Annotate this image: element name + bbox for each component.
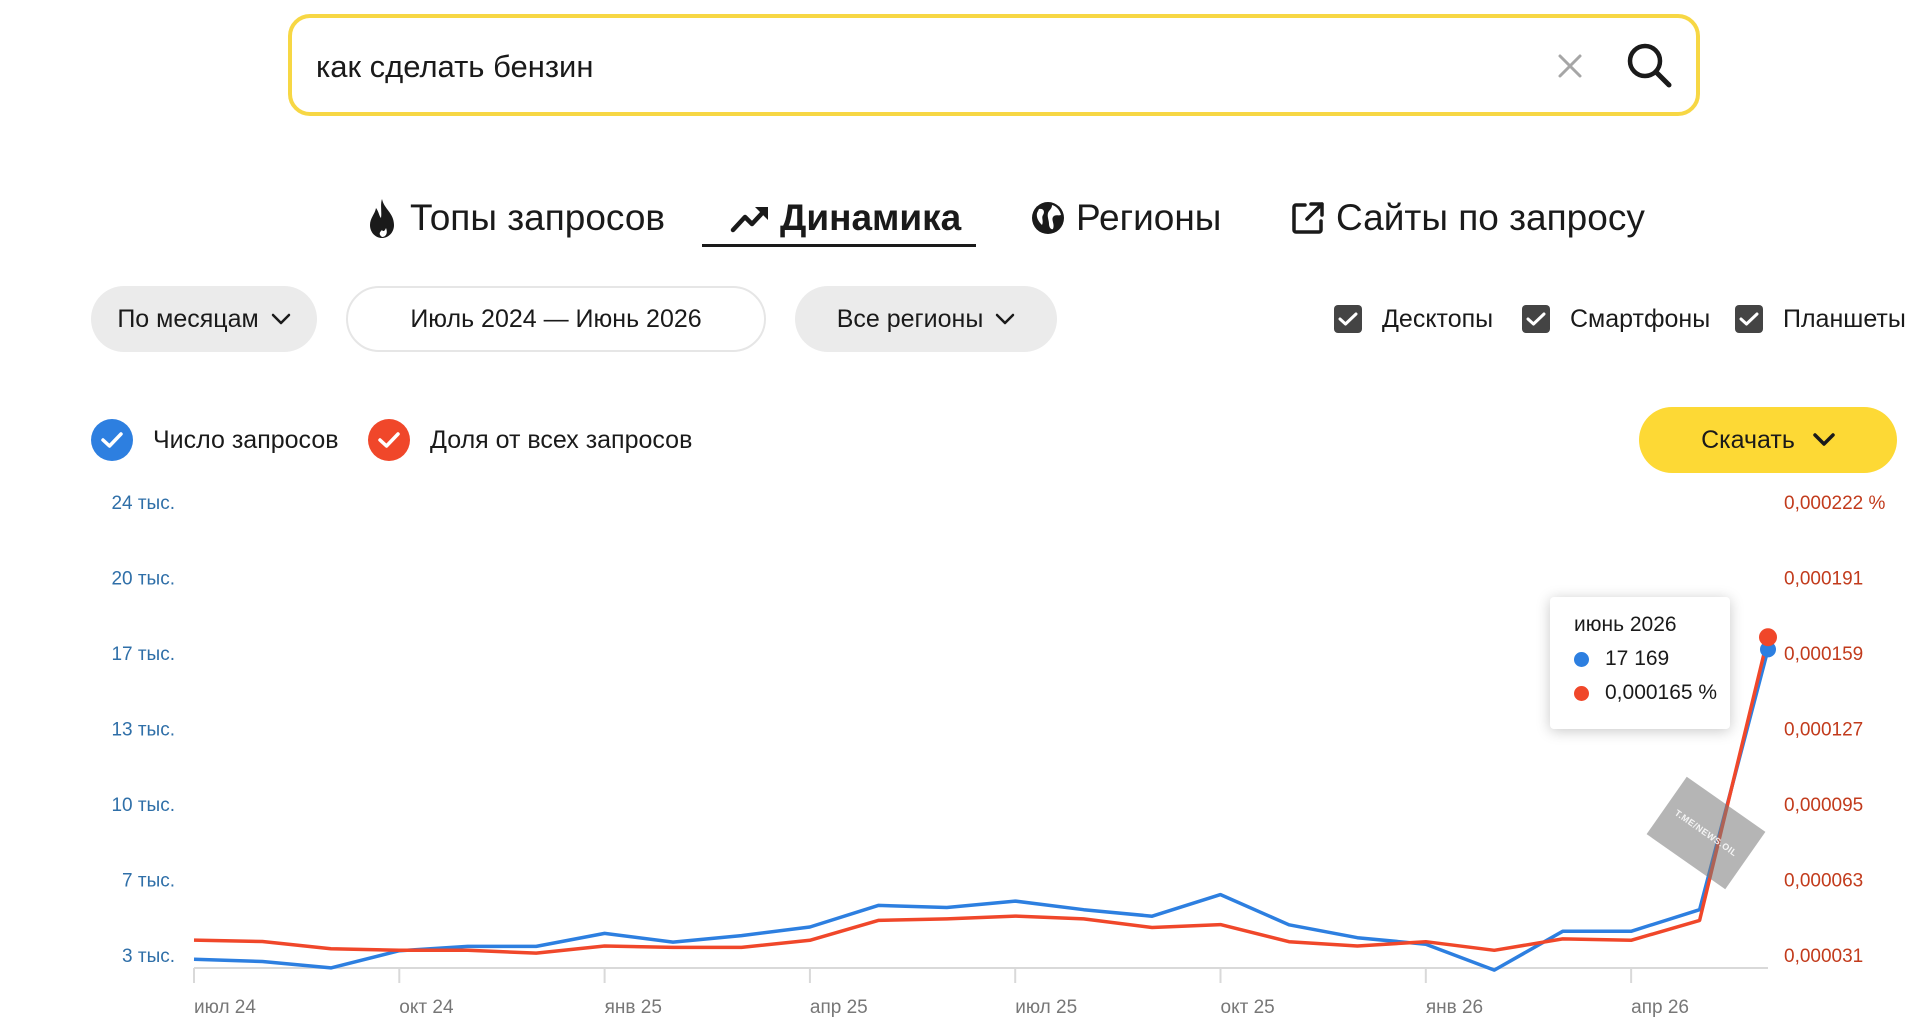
checkbox-checked-icon <box>1735 305 1763 333</box>
date-range-picker[interactable]: Июль 2024 — Июнь 2026 <box>346 286 766 352</box>
tab-sites[interactable]: Сайты по запросу <box>1290 190 1645 246</box>
device-desktops-checkbox[interactable]: Десктопы <box>1334 300 1493 338</box>
date-range-label: Июль 2024 — Июнь 2026 <box>410 304 702 333</box>
period-select-label: По месяцам <box>117 304 259 333</box>
tab-label: Сайты по запросу <box>1336 197 1645 238</box>
device-label: Планшеты <box>1783 304 1906 333</box>
y-left-tick-label: 10 тыс. <box>111 795 175 816</box>
tab-label: Динамика <box>780 197 962 238</box>
toggle-label: Доля от всех запросов <box>430 425 693 454</box>
tooltip-count: 17 169 <box>1605 647 1670 670</box>
y-left-tick-label: 20 тыс. <box>111 569 175 590</box>
chevron-down-icon <box>996 313 1015 325</box>
y-right-tick-label: 0,000127 <box>1784 720 1863 741</box>
y-right-tick-label: 0,000159 <box>1784 644 1863 665</box>
y-right-tick-label: 0,000222 % <box>1784 493 1886 514</box>
tab-label: Топы запросов <box>410 197 666 238</box>
checkbox-checked-icon <box>1522 305 1550 333</box>
chevron-down-icon <box>1813 433 1835 446</box>
external-link-icon <box>1292 202 1324 234</box>
search-input[interactable] <box>314 38 1518 96</box>
y-left-tick-label: 3 тыс. <box>122 946 175 967</box>
tooltip-count-row: 17 169 <box>1574 647 1730 671</box>
region-select-label: Все регионы <box>836 304 984 333</box>
x-tick-label: янв 26 <box>1426 997 1483 1018</box>
tab-regions[interactable]: Регионы <box>1030 190 1221 246</box>
y-right-tick-label: 0,000063 <box>1784 871 1863 892</box>
download-label: Скачать <box>1701 425 1795 454</box>
check-icon <box>368 419 410 461</box>
y-left-tick-label: 7 тыс. <box>122 871 175 892</box>
tooltip-count-dot <box>1574 651 1589 667</box>
x-tick-label: июл 24 <box>194 997 256 1018</box>
tooltip-share-row: 0,000165 % <box>1574 681 1730 705</box>
x-tick-label: янв 25 <box>605 997 662 1018</box>
x-tick-label: окт 25 <box>1221 997 1275 1018</box>
tooltip-share: 0,000165 % <box>1605 681 1718 704</box>
series-line-query-share <box>193 636 1770 955</box>
region-select[interactable]: Все регионы <box>795 286 1057 352</box>
hover-point-share <box>1759 628 1777 647</box>
download-button[interactable]: Скачать <box>1639 407 1897 473</box>
y-right-tick-label: 0,000031 <box>1784 946 1863 967</box>
tooltip-share-dot <box>1574 685 1589 701</box>
toggle-label: Число запросов <box>153 425 339 454</box>
search-box <box>288 14 1700 116</box>
chart-tooltip: июнь 2026 17 169 0,000165 % <box>1550 597 1730 729</box>
trend-up-icon <box>730 207 768 233</box>
tooltip-title: июнь 2026 <box>1574 613 1677 636</box>
device-smartphones-checkbox[interactable]: Смартфоны <box>1522 300 1710 338</box>
y-right-tick-label: 0,000191 <box>1784 569 1863 590</box>
x-tick-label: апр 25 <box>810 997 868 1018</box>
active-tab-underline <box>702 244 976 247</box>
x-tick-label: окт 24 <box>399 997 454 1018</box>
device-label: Смартфоны <box>1570 304 1711 333</box>
series-line-query-count <box>193 648 1770 972</box>
toggle-query-share[interactable]: Доля от всех запросов <box>368 418 692 462</box>
y-left-tick-label: 13 тыс. <box>111 720 175 741</box>
device-label: Десктопы <box>1382 304 1494 333</box>
search-icon[interactable] <box>1624 40 1676 92</box>
chevron-down-icon <box>271 313 290 325</box>
toggle-query-count[interactable]: Число запросов <box>91 418 339 462</box>
x-tick-label: июл 25 <box>1015 997 1077 1018</box>
checkbox-checked-icon <box>1334 305 1362 333</box>
x-tick-label: апр 26 <box>1631 997 1689 1018</box>
tab-top-queries[interactable]: Топы запросов <box>364 190 665 246</box>
check-icon <box>91 419 133 461</box>
hover-point-count <box>1760 641 1776 658</box>
globe-icon <box>1032 202 1064 234</box>
y-right-tick-label: 0,000095 <box>1784 795 1863 816</box>
tab-label: Регионы <box>1076 197 1222 238</box>
tab-dynamics[interactable]: Динамика <box>730 190 961 246</box>
y-left-tick-label: 24 тыс. <box>111 493 175 514</box>
clear-icon[interactable] <box>1552 48 1588 84</box>
y-left-tick-label: 17 тыс. <box>111 644 175 665</box>
tabs-bar: Топы запросов Динамика Регионы Сайты по … <box>0 190 1920 250</box>
period-select[interactable]: По месяцам <box>91 286 317 352</box>
flame-icon <box>370 199 394 238</box>
device-tablets-checkbox[interactable]: Планшеты <box>1735 300 1906 338</box>
